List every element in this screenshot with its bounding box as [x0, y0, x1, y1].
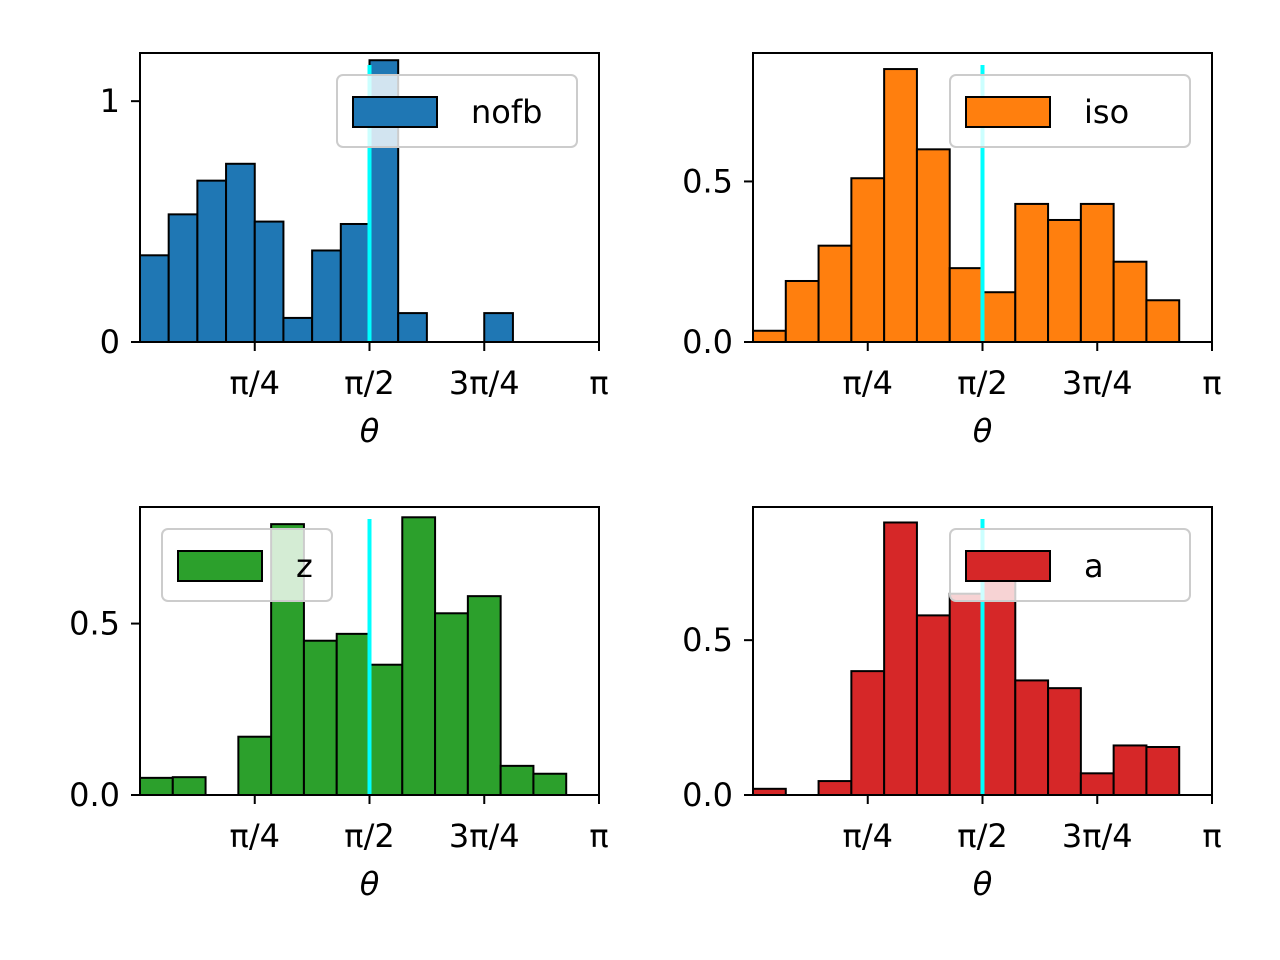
legend-label: nofb [471, 93, 542, 131]
bar-z-7 [401, 516, 437, 796]
bar-iso-7 [981, 291, 1017, 344]
bar-a-2 [850, 670, 886, 796]
bar-iso-6 [948, 267, 984, 343]
x-axis-label: θ [360, 412, 380, 450]
panel-nofb: nofb π/4 π/2 3π/4 π 0 1 θ [100, 52, 609, 450]
xtick-label: π/2 [957, 364, 1007, 402]
legend-frame [949, 74, 1191, 148]
bar-nofb-7 [339, 222, 371, 343]
xtick-label: π/2 [344, 817, 394, 855]
bar-a-3 [883, 521, 918, 797]
bar-a-11 [1145, 746, 1181, 796]
bar-iso-9 [1047, 218, 1082, 344]
legend-label: a [1084, 547, 1104, 585]
xtick-label: π/4 [843, 817, 893, 855]
legend-swatch [965, 96, 1051, 128]
bar-z-6 [368, 663, 404, 797]
bar-a-5 [948, 592, 984, 796]
xtick-label: π/2 [957, 817, 1007, 855]
bar-a-8 [1047, 687, 1082, 797]
bar-nofb-4 [253, 220, 285, 343]
bar-nofb-10 [483, 312, 514, 344]
legend-z: z [161, 528, 333, 602]
xtick-label: π/4 [843, 364, 893, 402]
bar-iso-10 [1079, 202, 1115, 343]
bar-a-9 [1079, 772, 1115, 796]
ytick-label: 0.0 [69, 776, 120, 814]
bar-z-2 [237, 735, 273, 797]
xtick-label: π/4 [230, 364, 280, 402]
bar-a-1 [817, 780, 853, 796]
bar-z-4 [302, 639, 338, 797]
xtick-label: 3π/4 [449, 364, 520, 402]
legend-iso: iso [949, 74, 1191, 148]
x-axis-label: θ [973, 865, 993, 903]
ytick-label: 0.0 [682, 776, 733, 814]
bar-nofb-9 [397, 312, 428, 344]
bar-z-1 [171, 776, 207, 797]
bar-nofb-2 [196, 179, 228, 343]
xtick-label: π [1202, 817, 1221, 855]
legend-swatch [965, 550, 1051, 582]
x-axis-label: θ [973, 412, 993, 450]
xtick-label: 3π/4 [449, 817, 520, 855]
bar-nofb-6 [311, 249, 342, 344]
legend-frame [949, 528, 1191, 602]
bar-iso-4 [883, 68, 918, 344]
legend-swatch [352, 96, 438, 128]
bar-iso-11 [1112, 260, 1148, 344]
xtick-label: π [589, 364, 608, 402]
bar-z-11 [532, 772, 568, 797]
ytick-label: 0.5 [682, 162, 733, 200]
legend-label: iso [1084, 93, 1129, 131]
panel-z: z π/4 π/2 3π/4 π 0.0 0.5 θ [69, 506, 609, 903]
bar-z-9 [466, 595, 502, 797]
bar-z-10 [499, 764, 535, 796]
bar-iso-3 [850, 177, 886, 343]
panel-a: a π/4 π/2 3π/4 π 0.0 0.5 θ [682, 506, 1222, 903]
bar-nofb-3 [225, 162, 256, 343]
ytick-label: 0.0 [682, 323, 733, 361]
xtick-label: 3π/4 [1062, 817, 1133, 855]
legend-a: a [949, 528, 1191, 602]
xtick-label: π [1202, 364, 1221, 402]
bar-iso-2 [817, 244, 853, 344]
legend-label: z [296, 547, 313, 585]
bar-nofb-5 [282, 316, 314, 343]
bar-iso-12 [1145, 299, 1181, 343]
xtick-label: 3π/4 [1062, 364, 1133, 402]
legend-nofb: nofb [336, 74, 578, 148]
bar-a-6 [981, 571, 1017, 797]
bar-iso-0 [752, 329, 787, 343]
bar-iso-8 [1014, 202, 1050, 343]
ytick-label: 0.5 [69, 605, 120, 643]
bar-nofb-1 [167, 213, 199, 344]
bar-z-5 [335, 632, 371, 796]
bar-z-0 [139, 776, 174, 796]
bar-z-8 [434, 612, 469, 796]
x-axis-label: θ [360, 865, 380, 903]
bar-a-4 [915, 614, 951, 796]
bar-a-10 [1112, 744, 1148, 796]
xtick-label: π [589, 817, 608, 855]
bar-iso-1 [784, 279, 820, 344]
xtick-label: π/4 [230, 817, 280, 855]
legend-frame [336, 74, 578, 148]
xtick-label: π/2 [344, 364, 394, 402]
ytick-label: 0 [100, 323, 120, 361]
bar-iso-5 [915, 148, 951, 343]
panel-iso: iso π/4 π/2 3π/4 π 0.0 0.5 θ [682, 52, 1222, 450]
legend-swatch [177, 550, 263, 582]
ytick-label: 0.5 [682, 621, 733, 659]
bar-a-7 [1014, 679, 1050, 797]
bar-nofb-0 [139, 254, 170, 343]
ytick-label: 1 [100, 82, 120, 120]
